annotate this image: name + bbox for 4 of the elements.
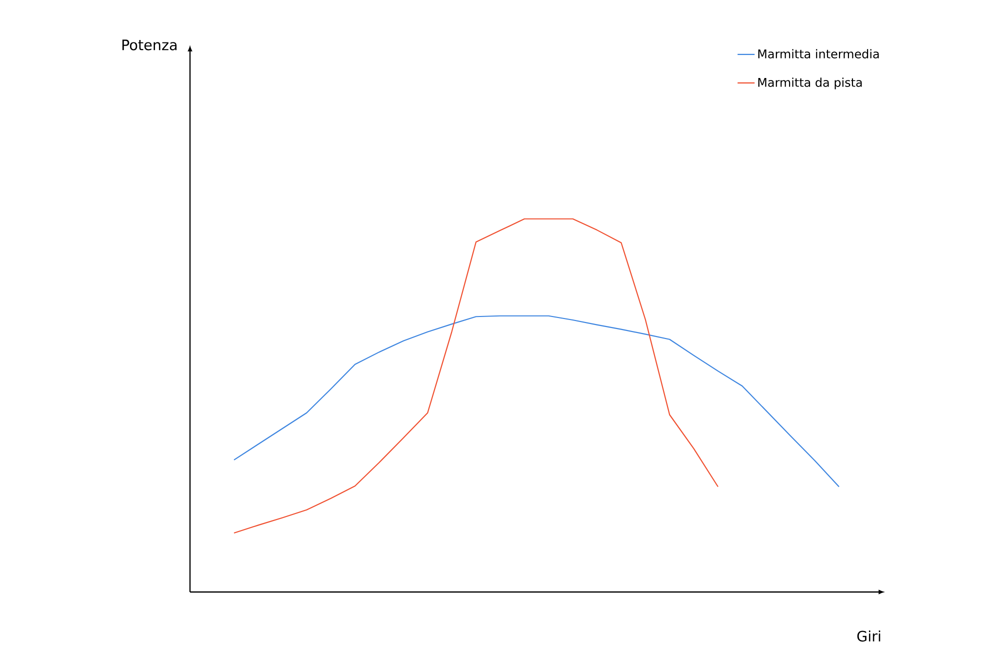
legend-label: Marmitta intermedia (758, 49, 879, 58)
legend-label: Marmitta da pista (758, 78, 862, 90)
x-axis-title: Giri (857, 630, 880, 642)
text: Potenza (122, 40, 177, 50)
